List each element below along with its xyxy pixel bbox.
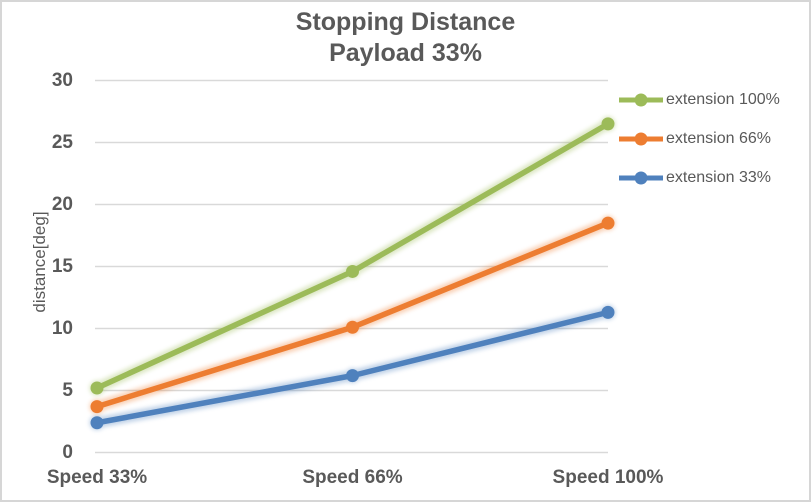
legend-line-marker-icon xyxy=(619,132,663,145)
data-point-marker xyxy=(90,400,104,414)
legend-item: extension 33% xyxy=(618,158,780,197)
x-axis-category-labels: Speed 33% Speed 66% Speed 100% xyxy=(2,467,809,499)
data-point-marker xyxy=(601,305,615,319)
series-extension-33- xyxy=(90,305,615,430)
y-axis-tick-label: 0 xyxy=(62,441,73,463)
legend: extension 100% extension 66% extension 33% xyxy=(618,80,780,197)
legend-item-label: extension 100% xyxy=(666,90,780,108)
y-axis-tick-label: 20 xyxy=(51,193,73,215)
y-axis-tick-label: 30 xyxy=(51,69,73,91)
chart-title-line2: Payload 33% xyxy=(329,39,482,67)
legend-item-label: extension 33% xyxy=(666,168,771,186)
x-axis-category-label: Speed 100% xyxy=(552,467,664,488)
legend-item-label: extension 66% xyxy=(666,129,771,147)
y-axis-tick-label: 10 xyxy=(51,317,73,339)
data-point-marker xyxy=(601,117,615,131)
y-axis-tick-labels: 0 5 10 15 20 25 30 xyxy=(2,2,73,500)
data-point-marker xyxy=(346,320,359,334)
y-axis-tick-label: 15 xyxy=(51,255,73,277)
data-point-marker xyxy=(346,369,359,383)
legend-item: extension 100% xyxy=(618,80,780,119)
data-point-marker xyxy=(346,264,359,278)
x-axis-category-label: Speed 66% xyxy=(302,467,403,488)
data-point-marker xyxy=(90,416,104,430)
legend-line-marker-icon xyxy=(619,93,663,106)
y-axis-tick-label: 5 xyxy=(62,379,73,401)
legend-item: extension 66% xyxy=(618,119,780,158)
chart-title: Stopping Distance Payload 33% xyxy=(2,7,809,69)
legend-line-marker-icon xyxy=(619,171,663,184)
chart-title-line1: Stopping Distance xyxy=(295,8,516,36)
series-extension-100- xyxy=(90,117,615,395)
x-axis-category-label: Speed 33% xyxy=(46,467,148,488)
data-point-marker xyxy=(90,381,104,395)
y-axis-tick-label: 25 xyxy=(51,131,73,153)
data-point-marker xyxy=(601,216,615,230)
series-extension-66- xyxy=(90,216,615,414)
